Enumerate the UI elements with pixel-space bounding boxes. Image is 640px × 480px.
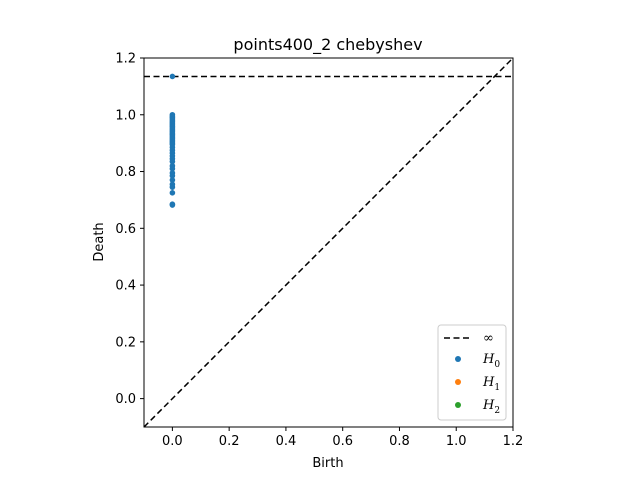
legend-h1-marker (455, 379, 461, 385)
y-tick-label: 0.4 (115, 279, 136, 294)
point-h0-35 (169, 184, 176, 190)
y-tick-label: 0.0 (115, 392, 136, 407)
y-axis-ticks: 0.0 0.2 0.4 0.6 0.8 1.0 1.2 (115, 52, 144, 407)
point-h0-0 (169, 73, 176, 80)
legend-h2-marker (455, 402, 461, 408)
y-tick-label: 1.2 (115, 52, 136, 67)
x-tick-label: 0.6 (332, 434, 353, 449)
points-layer (169, 73, 176, 208)
legend-h0-marker (455, 356, 461, 362)
point-h0-33 (169, 177, 176, 183)
x-tick-label: 0.0 (162, 434, 183, 449)
y-tick-label: 1.0 (115, 108, 136, 123)
y-axis-label: Death (92, 222, 107, 261)
y-tick-label: 0.2 (115, 335, 136, 350)
plot-frame (143, 57, 514, 428)
y-tick-label: 0.6 (115, 222, 136, 237)
point-h0-30 (169, 165, 176, 172)
point-h0-32 (169, 172, 176, 179)
x-tick-label: 0.2 (219, 434, 240, 449)
x-tick-label: 1.0 (446, 434, 467, 449)
x-axis-label: Birth (312, 456, 343, 471)
chart-title: points400_2 chebyshev (233, 35, 422, 55)
y-tick-label: 0.8 (115, 165, 136, 180)
legend-infinity-label: ∞ (483, 331, 494, 346)
point-h0-36 (169, 190, 176, 196)
legend: ∞ H0 H1 H2 (437, 324, 507, 421)
x-tick-label: 1.2 (503, 434, 524, 449)
diagonal-line (143, 57, 514, 428)
x-axis-ticks: 0.0 0.2 0.4 0.6 0.8 1.0 1.2 (162, 427, 523, 449)
point-h0-28 (169, 158, 176, 165)
x-tick-label: 0.4 (276, 434, 297, 449)
point-h0-38 (169, 202, 176, 208)
x-tick-label: 0.8 (389, 434, 410, 449)
legend-box (437, 324, 507, 421)
